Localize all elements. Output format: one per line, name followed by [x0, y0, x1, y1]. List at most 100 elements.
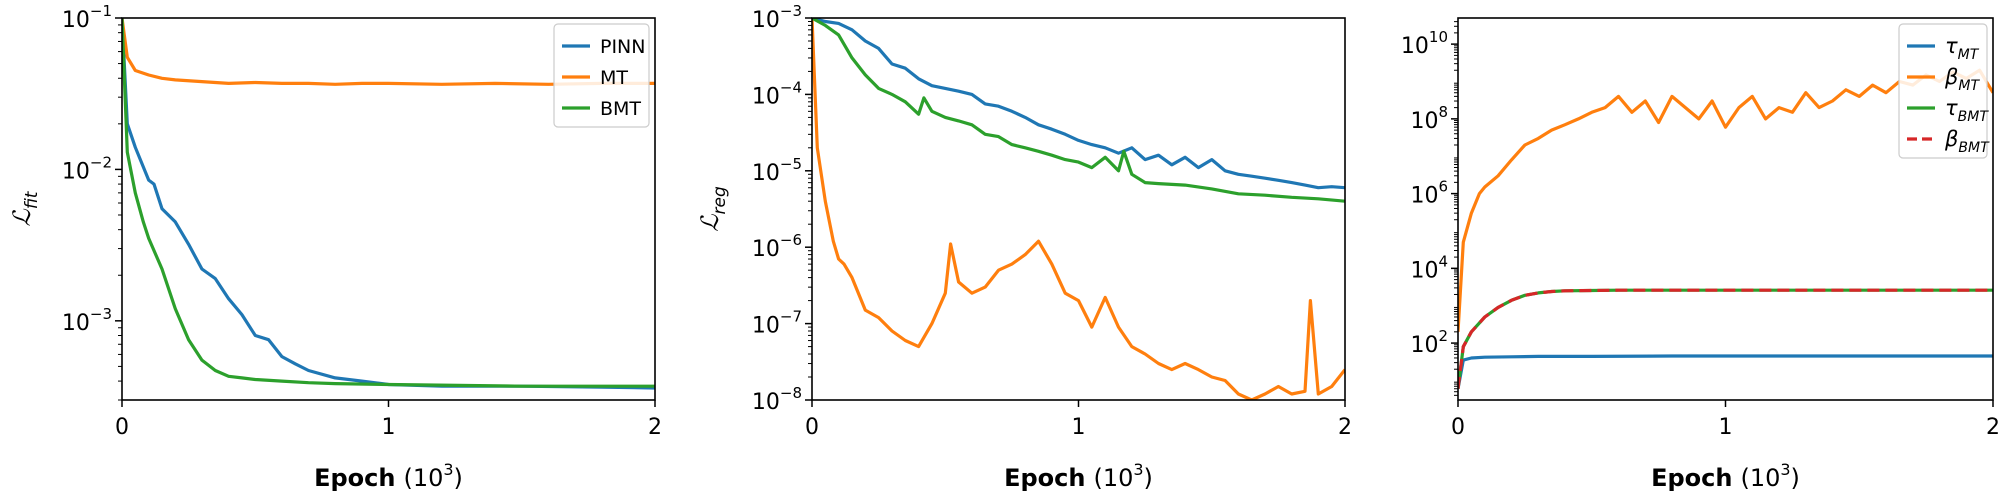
x-axis-title: Epoch (103)	[1004, 460, 1153, 492]
y-tick-label: 10−2	[62, 153, 112, 184]
y-tick-exponent: −7	[780, 308, 802, 326]
y-axis-title-subscript: reg	[710, 186, 730, 214]
x-axis-unit-base: (10	[1093, 464, 1133, 492]
y-tick-mantissa: 10	[1401, 34, 1429, 59]
y-tick-exponent: −8	[780, 384, 802, 402]
x-tick-label: 1	[1719, 415, 1733, 440]
legend-symbol: τ	[1945, 96, 1958, 120]
y-tick-mantissa: 10	[752, 8, 780, 33]
y-tick-label: 10−7	[752, 308, 802, 339]
x-axis-title-bold: Epoch	[314, 464, 395, 492]
y-tick-label: 10−5	[752, 155, 802, 186]
y-tick-mantissa: 10	[1410, 333, 1438, 358]
y-tick-label: 10−4	[752, 78, 802, 109]
y-tick-mantissa: 10	[752, 314, 780, 339]
x-axis-unit-close: )	[1144, 464, 1153, 492]
y-tick-mantissa: 10	[1410, 109, 1438, 134]
series-line-bmt	[1458, 288, 1993, 389]
x-axis-unit-base: (10	[1740, 464, 1780, 492]
y-tick-exponent: −4	[780, 78, 802, 96]
y-tick-exponent: −1	[90, 2, 112, 20]
y-tick-exponent: −2	[90, 153, 112, 171]
y-tick-label: 10−3	[62, 305, 112, 336]
x-axis-unit-exponent: 3	[443, 460, 453, 479]
y-tick-label: 10−1	[62, 2, 112, 33]
y-tick-exponent: 2	[1438, 327, 1448, 345]
series-line-s2	[812, 18, 1345, 400]
legend-label: BMT	[600, 98, 641, 120]
y-tick-label: 10−8	[752, 384, 802, 415]
y-axis-title: ℒreg	[696, 186, 730, 232]
y-tick-label: 108	[1410, 103, 1448, 134]
y-tick-mantissa: 10	[752, 237, 780, 262]
legend-symbol: β	[1944, 65, 1958, 89]
legend-label: τMT	[1945, 34, 1980, 63]
y-tick-mantissa: 10	[752, 161, 780, 186]
legend-label: τBMT	[1945, 96, 1989, 125]
y-tick-mantissa: 10	[1410, 258, 1438, 283]
legend-label: MT	[600, 67, 628, 89]
y-tick-label: 106	[1410, 178, 1448, 209]
series-group	[122, 18, 655, 390]
legend-name: BMT	[600, 98, 641, 120]
y-tick-label: 10−6	[752, 231, 802, 262]
x-axis-unit-base: (10	[403, 464, 443, 492]
series-group	[812, 18, 1345, 400]
y-axis-title: ℒfit	[8, 190, 42, 226]
legend-label: βMT	[1944, 65, 1980, 94]
y-tick-mantissa: 10	[752, 390, 780, 415]
x-axis-unit-exponent: 3	[1780, 460, 1790, 479]
y-tick-exponent: 8	[1438, 103, 1448, 121]
y-tick-exponent: −5	[780, 155, 802, 173]
series-line-bmt	[1458, 288, 1993, 389]
y-tick-label: 10−3	[752, 2, 802, 33]
y-tick-mantissa: 10	[1410, 184, 1438, 209]
legend: PINN MT BMT	[553, 23, 650, 128]
legend-symbol: τ	[1945, 34, 1958, 58]
y-tick-label: 1010	[1401, 28, 1448, 59]
y-tick-mantissa: 10	[752, 84, 780, 109]
y-axis-title-subscript: fit	[22, 190, 42, 209]
y-tick-mantissa: 10	[62, 159, 90, 184]
legend-box	[553, 23, 650, 128]
series-line-bmt	[122, 18, 655, 388]
x-tick-label: 1	[1072, 415, 1086, 440]
y-tick-exponent: 6	[1438, 178, 1448, 196]
y-tick-exponent: −6	[780, 231, 802, 249]
x-tick-label: 2	[648, 415, 662, 440]
legend-symbol: β	[1944, 127, 1958, 151]
y-tick-exponent: −3	[780, 2, 802, 20]
x-axis-title: Epoch (103)	[314, 460, 463, 492]
legend-name: MT	[600, 67, 628, 89]
y-tick-exponent: −3	[90, 305, 112, 323]
series-line-s1	[812, 18, 1345, 190]
y-tick-exponent: 4	[1438, 252, 1448, 270]
x-axis-unit-exponent: 3	[1133, 460, 1143, 479]
legend-subscript: MT	[1958, 47, 1980, 63]
x-tick-label: 1	[382, 415, 396, 440]
legend-name: PINN	[600, 36, 646, 58]
x-tick-label: 2	[1338, 415, 1352, 440]
legend-label: βBMT	[1944, 127, 1990, 156]
y-tick-exponent: 10	[1429, 28, 1448, 46]
x-axis-title-bold: Epoch	[1651, 464, 1732, 492]
x-tick-label: 0	[805, 415, 819, 440]
legend-subscript: BMT	[1958, 140, 1990, 156]
series-line-s3	[812, 18, 1345, 203]
x-tick-label: 2	[1986, 415, 2000, 440]
y-axis-title-symbol: ℒ	[696, 214, 724, 232]
y-tick-label: 104	[1410, 252, 1448, 283]
y-tick-mantissa: 10	[62, 8, 90, 33]
x-axis-unit-close: )	[1791, 464, 1800, 492]
y-tick-mantissa: 10	[62, 311, 90, 336]
x-tick-label: 0	[115, 415, 129, 440]
legend-subscript: MT	[1958, 78, 1980, 94]
y-tick-label: 102	[1410, 327, 1448, 358]
y-axis-title-symbol: ℒ	[8, 208, 36, 226]
legend-subscript: BMT	[1958, 109, 1990, 125]
series-line-mt	[122, 18, 655, 86]
